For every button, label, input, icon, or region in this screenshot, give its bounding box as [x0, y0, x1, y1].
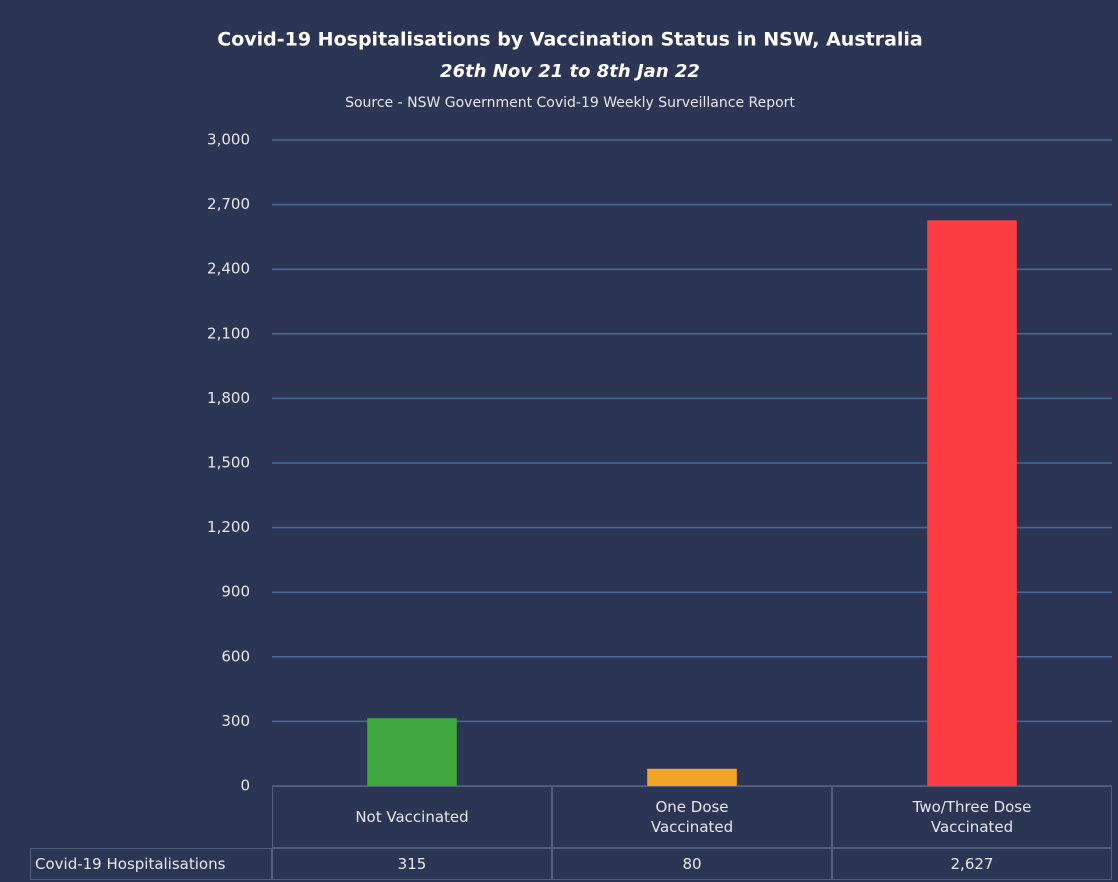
y-tick-label: 2,100	[207, 324, 250, 342]
x-category-label: One Dose Vaccinated	[552, 786, 832, 848]
y-tick-label: 1,800	[207, 389, 250, 407]
table-value: 315	[272, 848, 552, 880]
y-tick-label: 2,700	[207, 195, 250, 213]
y-tick-label: 1,500	[207, 454, 250, 472]
y-tick-label: 1,200	[207, 518, 250, 536]
bar	[647, 768, 737, 786]
x-category-label: Two/Three Dose Vaccinated	[832, 786, 1112, 848]
y-tick-label: 900	[221, 583, 250, 601]
chart-subtitle: 26th Nov 21 to 8th Jan 22	[440, 61, 700, 82]
y-tick-label: 300	[221, 712, 250, 730]
table-value: 80	[552, 848, 832, 880]
x-category-label: Not Vaccinated	[272, 786, 552, 848]
y-tick-label: 2,400	[207, 260, 250, 278]
table-row-label: Covid-19 Hospitalisations	[30, 848, 272, 880]
chart-source: Source - NSW Government Covid-19 Weekly …	[345, 95, 795, 111]
table-value: 2,627	[832, 848, 1112, 880]
bar	[927, 220, 1017, 786]
y-tick-label: 0	[240, 777, 250, 795]
y-tick-label: 3,000	[207, 131, 250, 149]
bar	[367, 718, 457, 786]
y-tick-label: 600	[221, 647, 250, 665]
chart-title: Covid-19 Hospitalisations by Vaccination…	[217, 29, 923, 51]
